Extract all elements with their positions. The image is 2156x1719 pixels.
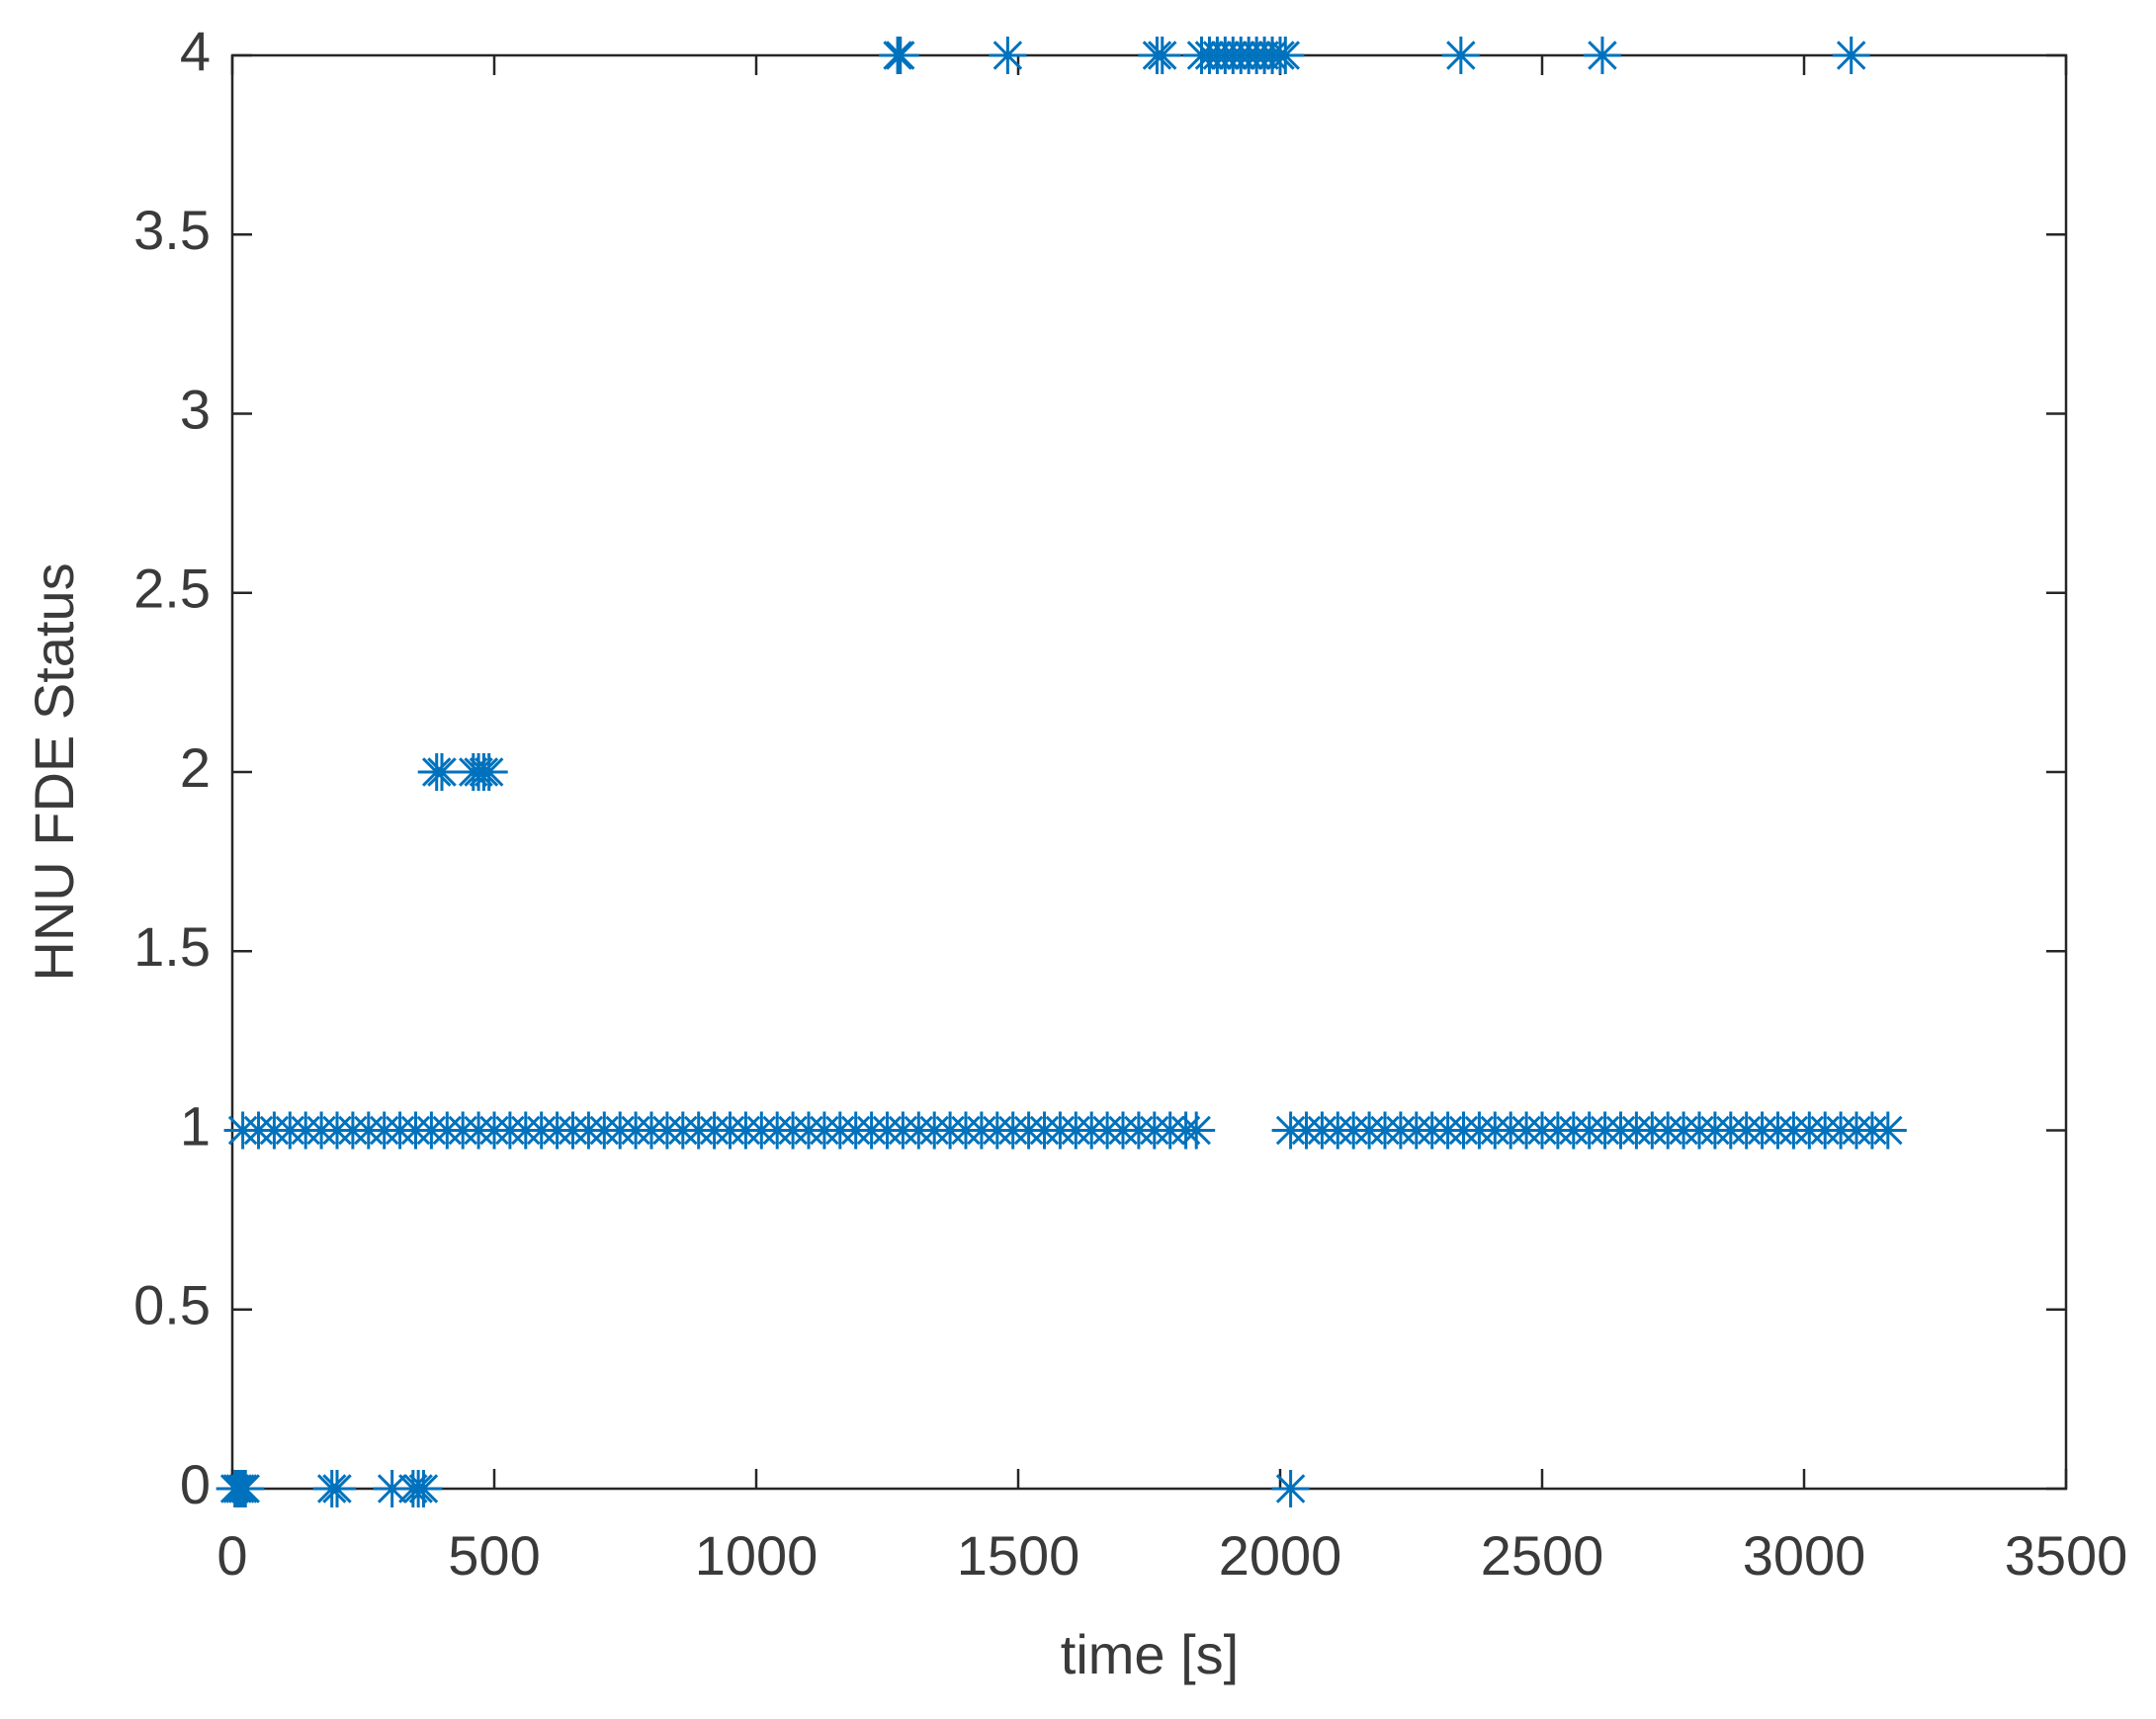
marker xyxy=(989,37,1027,74)
marker xyxy=(423,753,461,791)
marker xyxy=(373,1470,411,1507)
y-tick-label: 4 xyxy=(180,20,211,82)
marker xyxy=(1143,37,1181,74)
x-tick-label: 1000 xyxy=(695,1524,819,1587)
marker xyxy=(1266,37,1305,74)
marker xyxy=(226,1470,265,1507)
y-tick-label: 2 xyxy=(180,736,211,799)
x-tick-label: 500 xyxy=(448,1524,540,1587)
y-tick-label: 3 xyxy=(180,378,211,440)
x-tick-label: 2500 xyxy=(1481,1524,1604,1587)
marker xyxy=(470,753,508,791)
x-tick-label: 0 xyxy=(216,1524,247,1587)
x-axis-label: time [s] xyxy=(1061,1623,1239,1685)
y-tick-label: 1 xyxy=(180,1094,211,1157)
marker xyxy=(881,37,919,74)
x-tick-label: 3000 xyxy=(1743,1524,1866,1587)
marker xyxy=(404,1470,443,1507)
plot-area xyxy=(230,53,2068,1491)
y-tick-label: 1.5 xyxy=(133,915,211,978)
y-tick-label: 3.5 xyxy=(133,199,211,261)
x-tick-label: 1500 xyxy=(957,1524,1080,1587)
y-tick-label: 0.5 xyxy=(133,1274,211,1336)
marker xyxy=(1441,37,1480,74)
marker xyxy=(1271,1470,1310,1507)
y-tick-label: 0 xyxy=(180,1453,211,1515)
marker xyxy=(1832,37,1870,74)
marker xyxy=(318,1470,356,1507)
marker xyxy=(1583,37,1621,74)
marker xyxy=(1177,1111,1216,1150)
y-tick-label: 2.5 xyxy=(133,558,211,620)
x-tick-label: 2000 xyxy=(1219,1524,1342,1587)
y-axis-label: HNU FDE Status xyxy=(23,562,85,981)
marker xyxy=(1868,1111,1907,1150)
x-tick-label: 3500 xyxy=(2005,1524,2128,1587)
